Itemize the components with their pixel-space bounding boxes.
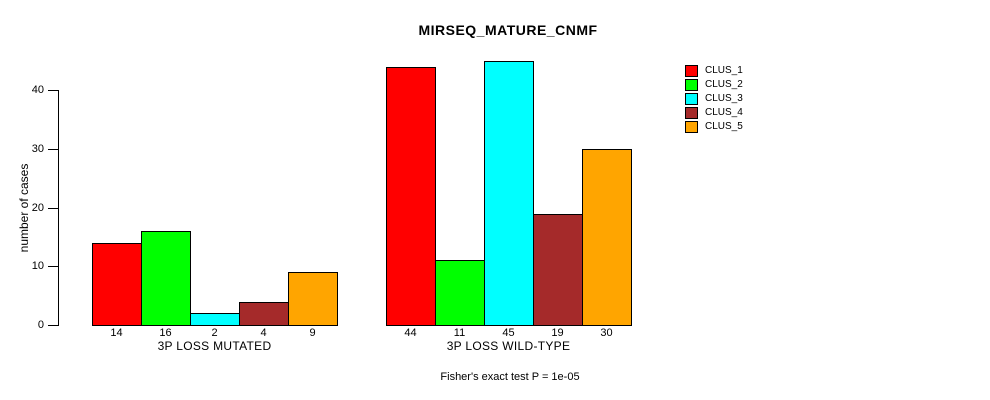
group-label-1: 3P LOSS MUTATED xyxy=(157,339,272,353)
bar-clus_4-1 xyxy=(239,302,289,326)
bar-value-label: 45 xyxy=(502,327,515,339)
legend-label: CLUS_5 xyxy=(705,121,743,132)
bar-value-label: 11 xyxy=(453,327,466,339)
bar-clus_3-2 xyxy=(484,61,534,326)
bar-clus_3-1 xyxy=(190,313,240,326)
y-axis-tick xyxy=(48,266,58,268)
y-axis-line xyxy=(58,90,59,326)
legend-swatch-clus_2 xyxy=(685,78,698,91)
bar-value-label: 30 xyxy=(600,327,613,339)
bar-clus_2-1 xyxy=(141,231,191,326)
y-axis-tick xyxy=(48,148,58,150)
legend: CLUS_1 CLUS_2 CLUS_3 CLUS_4 CLUS_5 xyxy=(685,64,743,133)
legend-label: CLUS_3 xyxy=(705,93,743,104)
bar-clus_4-2 xyxy=(533,214,583,326)
legend-item-clus_5: CLUS_5 xyxy=(685,120,743,133)
legend-swatch-clus_5 xyxy=(685,120,698,133)
bar-clus_1-1 xyxy=(92,243,142,326)
legend-label: CLUS_2 xyxy=(705,79,743,90)
bar-value-label: 14 xyxy=(110,327,123,339)
group-label-2: 3P LOSS WILD-TYPE xyxy=(446,339,571,353)
legend-item-clus_1: CLUS_1 xyxy=(685,64,743,77)
bar-clus_5-2 xyxy=(582,149,632,326)
bar-value-label: 44 xyxy=(404,327,417,339)
legend-swatch-clus_3 xyxy=(685,92,698,105)
bar-value-label: 19 xyxy=(551,327,564,339)
y-axis-tick xyxy=(48,207,58,209)
bar-value-label: 16 xyxy=(159,327,172,339)
y-tick-label: 40 xyxy=(31,84,44,97)
legend-label: CLUS_4 xyxy=(705,107,743,118)
y-axis-tick xyxy=(48,90,58,92)
fisher-test-annotation: Fisher's exact test P = 1e-05 xyxy=(440,371,580,383)
legend-item-clus_4: CLUS_4 xyxy=(685,106,743,119)
legend-item-clus_2: CLUS_2 xyxy=(685,78,743,91)
legend-item-clus_3: CLUS_3 xyxy=(685,92,743,105)
bar-value-label: 9 xyxy=(309,327,316,339)
bar-value-label: 2 xyxy=(211,327,218,339)
chart-title: MIRSEQ_MATURE_CNMF xyxy=(418,22,598,38)
legend-swatch-clus_4 xyxy=(685,106,698,119)
legend-label: CLUS_1 xyxy=(705,65,743,76)
bar-value-label: 4 xyxy=(260,327,267,339)
bar-clus_5-1 xyxy=(288,272,338,326)
y-tick-label: 10 xyxy=(31,260,44,273)
bar-clus_1-2 xyxy=(386,67,436,326)
y-tick-label: 0 xyxy=(37,319,44,331)
legend-swatch-clus_1 xyxy=(685,64,698,77)
bar-clus_2-2 xyxy=(435,260,485,326)
y-axis-tick xyxy=(48,325,58,326)
y-tick-label: 20 xyxy=(31,201,44,214)
y-tick-label: 30 xyxy=(31,142,44,155)
